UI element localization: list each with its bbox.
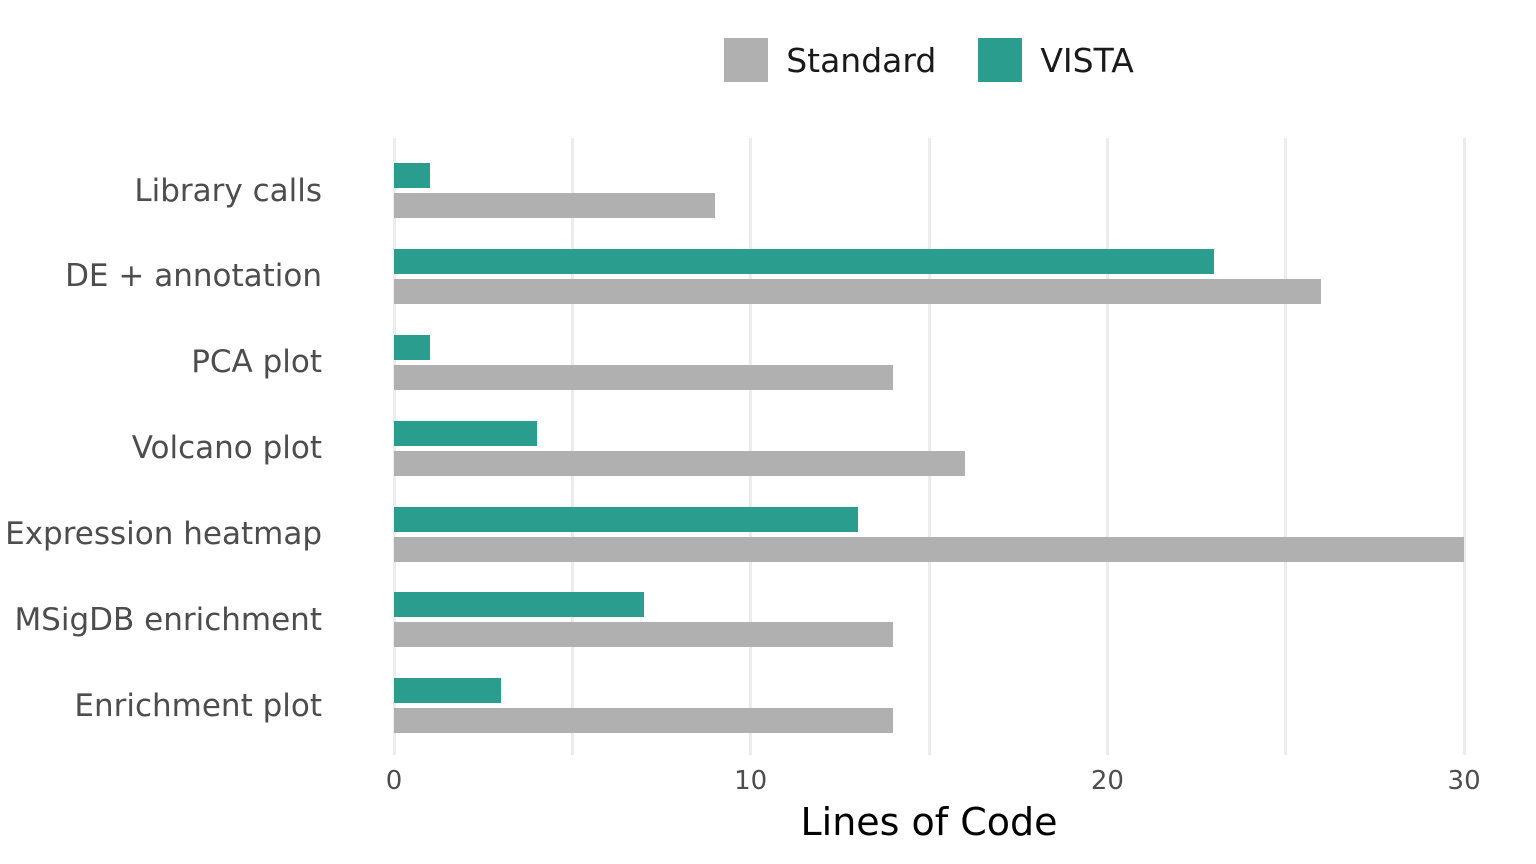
bar-standard-0 [394, 193, 716, 218]
gridline-x-20 [1105, 138, 1109, 755]
plot-area [392, 138, 1490, 755]
bar-standard-3 [394, 450, 965, 476]
bar-vista-5 [394, 592, 644, 618]
y-axis-label-6: Enrichment plot [74, 687, 322, 724]
y-axis-label-4: Expression heatmap [5, 516, 322, 553]
gridline-x-30 [1462, 138, 1466, 755]
legend: Standard VISTA [394, 36, 1464, 84]
bar-vista-2 [394, 334, 430, 360]
gridline-x-25 [1284, 138, 1288, 755]
bar-standard-2 [394, 364, 894, 390]
bar-vista-3 [394, 420, 537, 446]
bar-standard-6 [394, 708, 894, 734]
x-tick-label-0: 0 [385, 766, 403, 796]
legend-label-vista: VISTA [1040, 40, 1134, 80]
x-tick-label-10: 10 [734, 766, 768, 796]
legend-swatch-standard [724, 38, 769, 82]
bar-vista-4 [394, 506, 858, 532]
gridline-x-15 [927, 138, 931, 755]
x-axis-title: Lines of Code [800, 800, 1058, 844]
y-axis-label-5: MSigDB enrichment [14, 601, 322, 638]
y-axis-label-0: Library calls [134, 172, 322, 209]
y-axis-label-2: PCA plot [191, 344, 322, 381]
legend-swatch-vista [978, 38, 1023, 82]
legend-item-standard: Standard [724, 38, 936, 82]
bar-vista-0 [394, 163, 430, 188]
bar-standard-4 [394, 536, 1465, 562]
y-axis-label-3: Volcano plot [131, 430, 322, 467]
y-axis-label-1: DE + annotation [65, 258, 322, 295]
gridline-x-0 [392, 138, 396, 755]
legend-label-standard: Standard [786, 40, 937, 80]
legend-item-vista: VISTA [978, 38, 1134, 82]
bar-vista-6 [394, 678, 501, 704]
gridline-x-10 [749, 138, 753, 755]
bar-standard-5 [394, 622, 894, 648]
bar-vista-1 [394, 248, 1215, 274]
gridline-x-5 [570, 138, 574, 755]
x-tick-label-20: 20 [1090, 766, 1124, 796]
x-tick-label-30: 30 [1447, 766, 1481, 796]
bar-standard-1 [394, 278, 1322, 304]
